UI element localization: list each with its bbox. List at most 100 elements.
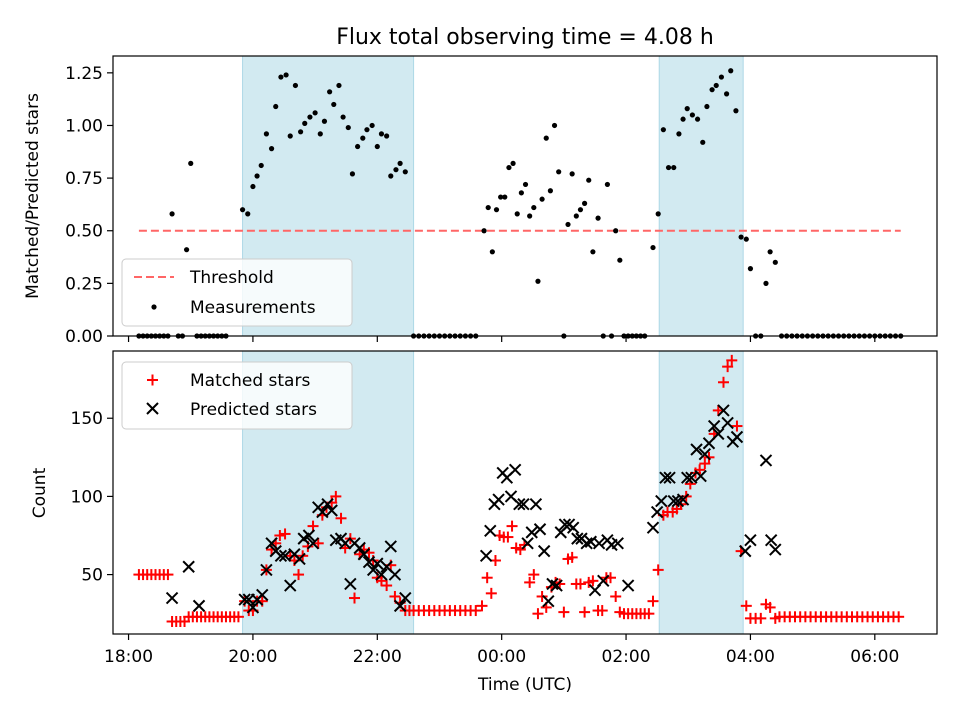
predicted-star-point: [513, 498, 526, 511]
predicted-star-point: [681, 471, 694, 484]
measurement-point: [292, 82, 299, 89]
predicted-star-point: [384, 540, 397, 553]
predicted-star-point: [517, 498, 530, 511]
measurement-point: [518, 190, 524, 196]
predicted-star-point: [393, 599, 407, 613]
predicted-star-point: [566, 521, 580, 534]
predicted-star-point: [646, 521, 660, 534]
top-legend-box: [121, 258, 353, 327]
matched-star-point: [558, 606, 570, 618]
predicted-star-point: [302, 529, 316, 542]
measurement-point: [268, 146, 275, 152]
matched-star-point: [506, 520, 518, 532]
predicted-star-point: [265, 537, 278, 550]
measurement-point: [595, 215, 601, 221]
measurement-point: [263, 131, 269, 137]
measurement-point: [586, 177, 592, 183]
measurement-point: [273, 103, 279, 110]
bottom-ylabel: Count: [30, 467, 50, 518]
measurement-point: [689, 112, 695, 118]
matched-star-point: [274, 529, 286, 541]
measurement-point: [527, 213, 533, 219]
matched-star-point: [485, 587, 497, 599]
matched-star-point: [566, 551, 578, 563]
predicted-star-point: [663, 471, 676, 484]
measurement-point: [283, 72, 289, 78]
matched-star-point: [375, 575, 387, 587]
matched-star-point: [652, 564, 664, 576]
measurement-point: [254, 173, 260, 179]
measurement-point: [747, 266, 754, 272]
measurement-point: [650, 244, 656, 251]
measurement-point: [709, 87, 715, 93]
measurement-point: [676, 131, 682, 137]
bottom-ytick-label: 50: [81, 566, 103, 586]
measurement-point: [481, 228, 487, 234]
top-ytick-label: 0.50: [65, 222, 103, 242]
measurement-point: [506, 164, 512, 171]
measurement-point: [613, 228, 619, 234]
predicted-legend-swatch: [146, 402, 159, 415]
measurement-point: [573, 213, 579, 219]
measurement-point: [772, 259, 778, 265]
measurement-point: [680, 116, 686, 122]
top-plot-frame: [112, 55, 938, 337]
top-legend: Threshold Measurements: [121, 258, 353, 327]
predicted-star-point: [274, 549, 288, 563]
measurement-point: [369, 122, 375, 129]
threshold-legend-label: Threshold: [189, 268, 274, 288]
predicted-star-point: [375, 568, 388, 581]
measurement-point: [694, 116, 701, 122]
matched-star-point: [579, 606, 591, 618]
matched-star-point: [587, 575, 599, 587]
measurement-point: [577, 207, 584, 213]
measurement-point: [302, 120, 308, 126]
matched-star-point: [647, 595, 659, 607]
measurement-point: [704, 103, 710, 110]
matched-star-point: [312, 537, 324, 549]
predicted-star-point: [707, 419, 721, 433]
measurement-point: [556, 169, 562, 175]
predicted-star-point: [690, 443, 703, 456]
matched-star-point: [481, 572, 493, 584]
bottom-plot: 50 100 150 18:00 20:00 22:00 00:00 02:00 04:00 0…: [30, 350, 938, 695]
predicted-star-point: [764, 533, 778, 547]
predicted-star-point: [306, 537, 320, 550]
predicted-star-point: [388, 568, 402, 581]
measurement-point: [374, 143, 380, 150]
measurement-point: [307, 114, 313, 120]
measurement-point: [510, 160, 516, 166]
measurement-point: [539, 196, 545, 202]
measurement-point: [531, 204, 537, 211]
measurement-point: [733, 108, 739, 114]
predicted-star-point: [371, 557, 384, 570]
measurement-point: [364, 127, 370, 133]
xtick-label: 20:00: [228, 647, 277, 667]
predicted-star-point: [650, 505, 664, 519]
matched-legend-label: Matched stars: [190, 371, 310, 391]
top-observing-band: [659, 56, 744, 336]
measurement-point: [665, 164, 672, 171]
measurement-point: [493, 207, 500, 213]
measurement-point: [684, 106, 690, 112]
matched-star-point: [755, 612, 767, 624]
predicted-star-point: [366, 563, 380, 577]
matched-star-point: [643, 608, 655, 620]
predicted-star-point: [508, 463, 522, 477]
measurement-point: [655, 211, 661, 217]
top-ytick-label: 1.00: [65, 116, 103, 136]
matched-star-point: [528, 569, 540, 581]
predicted-star-point: [676, 493, 690, 506]
measurement-point: [502, 194, 508, 200]
bottom-ytick-label: 150: [71, 409, 103, 429]
matched-star-point: [764, 601, 776, 613]
measurements-legend-label: Measurements: [190, 298, 316, 318]
measurement-point: [604, 181, 611, 188]
predicted-star-point: [479, 549, 493, 563]
predicted-star-point: [698, 447, 712, 461]
predicted-star-point: [484, 524, 497, 538]
matched-star-point: [524, 576, 536, 588]
matched-star-point: [330, 490, 342, 502]
measurement-point: [321, 118, 328, 124]
